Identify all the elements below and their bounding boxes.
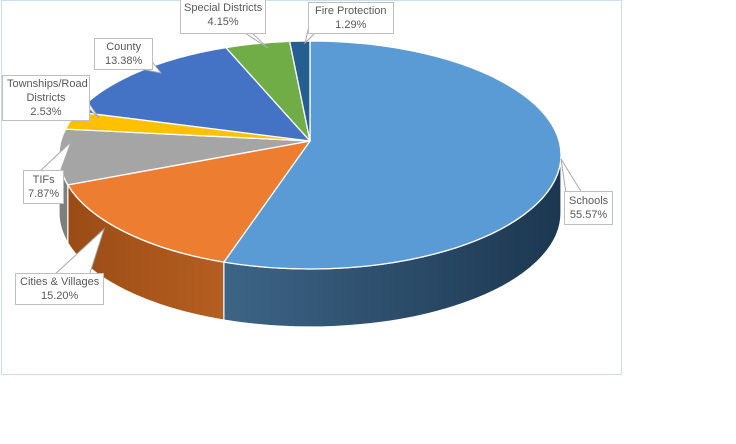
data-label-special-districts[interactable]: Special Districts 4.15% (180, 0, 267, 34)
label-text: Schools (569, 195, 609, 207)
data-label-schools[interactable]: Schools 55.57% (564, 191, 614, 225)
label-text: Special Districts (184, 2, 263, 14)
label-percent: 7.87% (28, 188, 60, 200)
label-percent: 1.29% (335, 19, 367, 31)
label-percent: 13.38% (105, 55, 143, 67)
data-label-tifs[interactable]: TIFs 7.87% (23, 170, 65, 204)
data-label-fire-protection[interactable]: Fire Protection 1.29% (308, 2, 394, 34)
pie-slice-schools[interactable] (223, 40, 562, 270)
data-label-townships-road-districts[interactable]: Townships/Road Districts 2.53% (2, 75, 90, 121)
data-label-cities-villages[interactable]: Cities & Villages 15.20% (15, 273, 105, 305)
label-percent: 2.53% (30, 106, 62, 118)
label-percent: 15.20% (40, 290, 79, 302)
label-text: TIFs (32, 174, 55, 186)
pie-slice-cities-villages[interactable] (67, 140, 311, 263)
label-text: Townships/Road Districts (7, 78, 88, 104)
label-percent: 4.15% (207, 16, 239, 28)
label-percent: 55.57% (569, 209, 608, 221)
pie-slice-tops (58, 40, 562, 270)
data-label-county[interactable]: County 13.38% (94, 38, 154, 70)
label-leader-lines (37, 25, 583, 277)
label-text: Fire Protection (315, 5, 387, 17)
leader-line-schools (560, 158, 583, 194)
pie-slice-fire-protection[interactable] (289, 40, 311, 142)
label-text: County (106, 41, 142, 53)
label-text: Cities & Villages (20, 276, 100, 288)
